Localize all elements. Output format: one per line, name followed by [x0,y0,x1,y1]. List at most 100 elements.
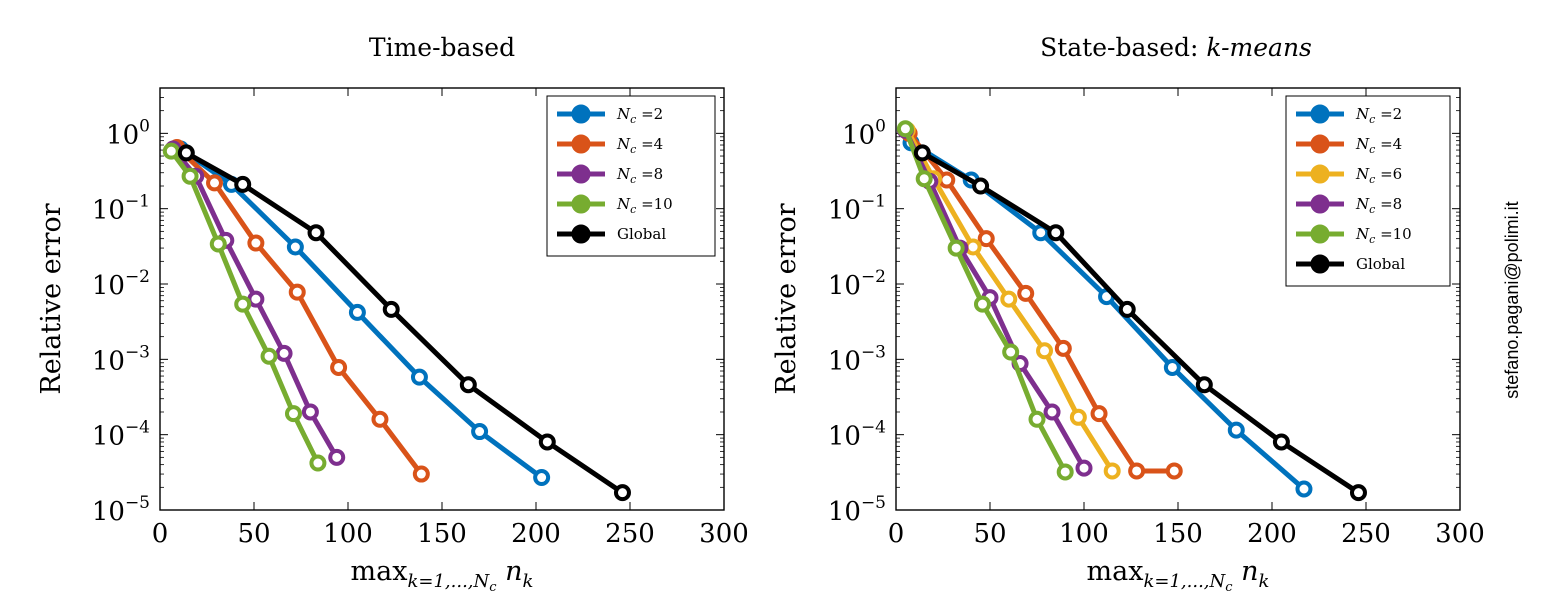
x-tick-label: 200 [511,519,561,549]
y-tick-label: 100 [106,116,150,150]
legend-marker [1310,194,1330,214]
series-point [177,144,195,162]
legend-marker [1310,134,1330,154]
series-point [288,283,306,301]
series-point [307,224,325,242]
chart-title: Time-based [369,33,515,62]
series-point [1002,343,1020,361]
legend-label: Nc =8 [616,165,663,186]
legend-label: Global [617,225,666,243]
x-tick-label: 250 [1341,519,1391,549]
series-point [964,238,982,256]
series-line-0 [909,140,1306,491]
axes-frame [159,87,725,511]
legend-marker [571,104,591,124]
legend-label: Nc =2 [1355,105,1402,126]
y-tick-label: 10−5 [92,493,150,527]
series-point [913,144,931,162]
series-point [1118,300,1136,318]
series-point [459,376,477,394]
series-point [1075,459,1093,477]
series-point [286,238,304,256]
legend-marker [571,194,591,214]
series-point [1163,358,1181,376]
legend-label: Nc =8 [1355,195,1402,216]
x-tick-label: 50 [237,519,270,549]
series-point [328,448,346,466]
x-tick-label: 300 [1435,519,1485,549]
series-point [348,303,366,321]
series-point [382,300,400,318]
legend-label: Nc =10 [616,195,673,216]
x-tick-label: 100 [323,519,373,549]
x-axis-label: maxk=1,...,Nc nk [351,556,534,595]
x-tick-label: 0 [152,519,169,549]
series-point [533,469,551,487]
series-point [947,239,965,257]
legend-label: Nc =2 [616,105,663,126]
series-point [1056,463,1074,481]
series-point [1295,480,1313,498]
series-point [284,405,302,423]
x-tick-label: 100 [1059,519,1109,549]
legend-marker [1310,104,1330,124]
series-point [371,410,389,428]
legend: Nc =2 Nc =4 Nc =6 Nc =8 Nc =10 Global [1285,95,1451,287]
series-point [247,234,265,252]
chart-title: State-based: k-means [1040,33,1312,62]
series-point [1128,462,1146,480]
legend-marker [571,224,591,244]
x-tick-label: 0 [888,519,905,549]
series-point [181,167,199,185]
series-point [613,484,631,502]
watermark-email: stefano.pagani@polimi.it [1502,201,1522,398]
legend-marker [1310,164,1330,184]
series-point [275,344,293,362]
legend-label: Nc =4 [1355,135,1402,156]
series-point [309,454,327,472]
chart-time-based: Time-based 100 10−1 10−2 10−3 10−4 10−50 50 100 1… [36,33,749,595]
series-line-1 [907,131,1175,474]
series-point [301,403,319,421]
series-point [260,347,278,365]
legend-label: Global [1356,255,1405,273]
series-point [471,423,489,441]
y-tick-label: 10−5 [828,493,886,527]
legend-label: Nc =6 [1355,165,1402,186]
y-axis-label: Relative error [771,203,802,394]
series-point [209,235,227,253]
series-point [1043,403,1061,421]
y-tick-label: 10−2 [92,267,150,301]
y-tick-label: 10−1 [92,192,150,226]
series-point [234,175,252,193]
axes-frame [895,87,1461,511]
series-point [206,174,224,192]
x-axis-label: maxk=1,...,Nc nk [1087,556,1270,595]
legend-label: Nc =10 [1355,225,1412,246]
series-point [1272,433,1290,451]
series-point [1227,421,1245,439]
x-tick-label: 200 [1247,519,1297,549]
series-point [973,295,991,313]
series-point [1165,462,1183,480]
series-point [1028,410,1046,428]
series-point [1054,339,1072,357]
series-point [538,433,556,451]
series-point [915,170,933,188]
series-point [234,295,252,313]
x-tick-label: 250 [605,519,655,549]
series-point [162,142,180,160]
series-point [938,171,956,189]
series-point [972,177,990,195]
x-tick-label: 150 [1153,519,1203,549]
y-tick-label: 10−4 [92,418,150,452]
legend-marker [571,164,591,184]
series-point [896,120,914,138]
legend-marker [571,134,591,154]
legend-box [1285,95,1451,287]
series-point [247,290,265,308]
series-point [1349,484,1367,502]
series-point [1017,284,1035,302]
series-point [412,465,430,483]
